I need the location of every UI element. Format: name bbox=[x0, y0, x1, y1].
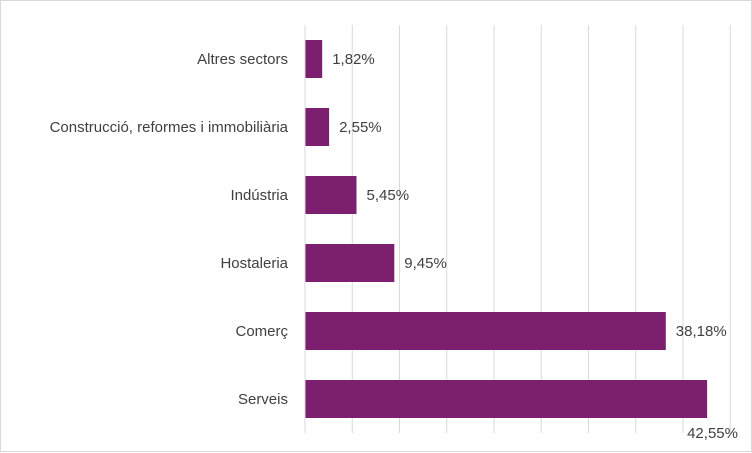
value-label-2: 5,45% bbox=[367, 187, 410, 204]
category-label-5: Serveis bbox=[238, 391, 288, 408]
value-label-1: 2,55% bbox=[339, 119, 382, 136]
bar-0 bbox=[305, 40, 323, 78]
value-label-5: 42,55% bbox=[687, 425, 738, 442]
value-label-3: 9,45% bbox=[404, 255, 447, 272]
bar-2 bbox=[305, 176, 357, 214]
bar-3 bbox=[305, 244, 395, 282]
category-label-4: Comerç bbox=[235, 323, 288, 340]
bar-5 bbox=[305, 380, 708, 418]
value-label-0: 1,82% bbox=[332, 51, 375, 68]
category-label-3: Hostaleria bbox=[220, 255, 288, 272]
bar-1 bbox=[305, 108, 330, 146]
bar-4 bbox=[305, 312, 666, 350]
category-label-2: Indústria bbox=[230, 187, 288, 204]
category-label-1: Construcció, reformes i immobiliària bbox=[50, 119, 289, 136]
value-label-4: 38,18% bbox=[676, 323, 727, 340]
category-label-0: Altres sectors bbox=[197, 51, 288, 68]
